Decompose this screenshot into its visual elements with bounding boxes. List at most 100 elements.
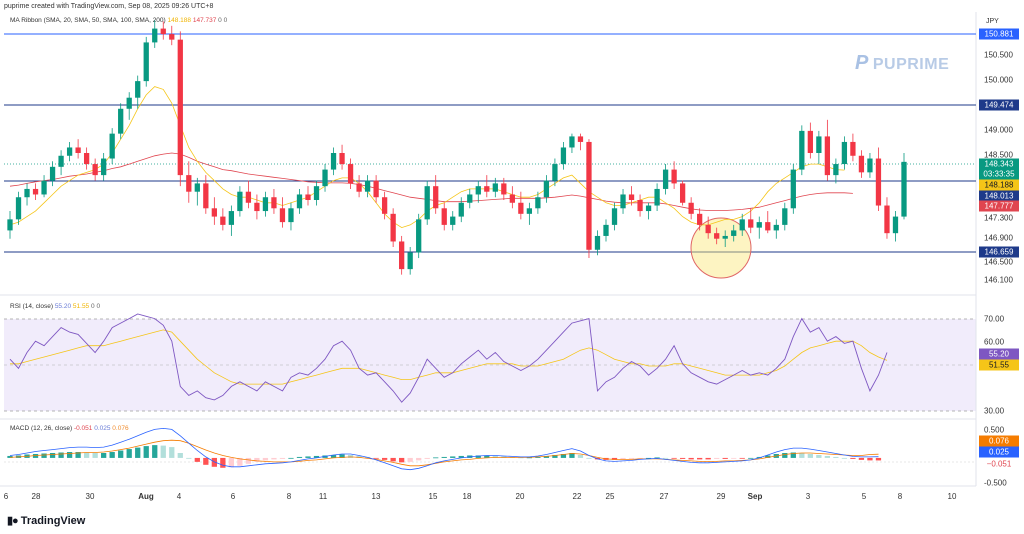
macd-histogram-bar [254,457,260,462]
macd-histogram-bar [101,453,107,458]
rsi-tick: 60.00 [984,337,1005,347]
level-badge-149-474[interactable]: 149.474 [979,99,1019,111]
time-tick: 27 [659,492,669,501]
candle-body [594,235,601,250]
macd-histogram-bar [373,457,379,459]
price-tick: 149.000 [984,125,1013,135]
candle-body [254,202,260,212]
macd-histogram-bar [492,455,498,458]
level-badge-148-013[interactable]: 148.013 [979,190,1019,202]
level-badge-146-659[interactable]: 146.659 [979,246,1019,258]
time-tick: 10 [947,492,957,501]
macd-histogram-bar [416,457,422,461]
candle-body [611,208,618,225]
candle-body [109,133,115,159]
candle-body [424,186,430,220]
candle-body [867,158,873,173]
candle-body [32,188,39,195]
macd-histogram-bar [824,455,831,458]
candle-body [186,175,192,192]
candle-body [356,183,362,192]
rsi-legend[interactable]: RSI (14, close) 55.20 51.55 0 0 [10,303,100,310]
macd-histogram-bar [92,453,98,458]
candle-body [679,183,686,203]
candle-body [892,216,899,234]
macd-histogram-bar [381,457,388,460]
macd-histogram-bar [458,455,464,458]
macd-histogram-bar [790,452,796,458]
macd-histogram-bar [560,453,567,458]
macd-histogram-bar [211,457,217,467]
macd-hist-badge: −0.051 [979,458,1019,470]
time-tick: 15 [428,492,438,501]
tradingview-brand[interactable]: ▮● TradingView [7,514,85,527]
candle-body [535,197,541,209]
candle-body [569,136,575,148]
candle-body [450,216,456,225]
candle-body [654,188,660,206]
macd-histogram-bar [450,456,456,458]
macd-histogram-bar [186,457,192,459]
macd-histogram-bar [620,457,626,460]
macd-histogram-bar [654,457,660,459]
macd-histogram-bar [731,457,737,459]
candle-body [220,216,226,225]
candle-body [228,211,235,225]
macd-histogram-bar [305,456,311,458]
tradingview-logo-icon: ▮● [7,515,19,527]
candle-body [322,169,328,187]
price-tick: 150.500 [984,50,1013,60]
current-price-badge[interactable]: 148.343 [979,158,1019,170]
candle-body [118,108,124,134]
candle-body [347,164,354,184]
macd-histogram-bar [245,457,252,464]
macd-histogram-bar [288,457,294,459]
macd-histogram-bar [850,457,856,459]
macd-legend[interactable]: MACD (12, 26, close) -0.051 0.025 0.076 [10,425,129,432]
time-tick: 11 [318,492,328,501]
macd-line [9,427,879,471]
ma-ribbon-value-4: 0 [223,17,228,24]
rsi-value-3: 0 [91,303,95,310]
macd-histogram-bar [177,453,183,458]
rsi-value-badge: 55.20 [979,348,1019,360]
macd-histogram-bar [688,457,694,460]
candle-body [526,208,533,214]
candle-body [245,191,252,203]
level-badge-150-881[interactable]: 150.881 [979,28,1019,40]
candle-body [577,136,584,142]
candle-body [833,164,839,176]
macd-signal-badge: 0.076 [979,435,1019,447]
brand-text: TradingView [20,515,86,527]
macd-histogram-bar [722,457,728,459]
candle-body [41,180,47,195]
candle-body [211,208,217,217]
ma-ribbon-legend[interactable]: MA Ribbon (SMA, 20, SMA, 50, SMA, 100, S… [10,17,227,24]
time-tick: 3 [805,492,811,501]
macd-histogram-bar [756,456,762,458]
candle-body [875,158,882,206]
candle-body [92,164,98,176]
candle-body [339,153,345,165]
macd-histogram-bar [475,455,481,458]
time-tick: 30 [85,492,95,501]
macd-histogram-bar [296,456,303,458]
price-tick: 147.300 [984,213,1013,223]
ma-ribbon-value-3: 0 [218,17,222,24]
macd-histogram-bar [271,457,277,460]
macd-histogram-bar [782,453,788,458]
time-tick: 4 [176,492,182,501]
time-tick: 6 [230,492,236,501]
candle-body [756,222,762,228]
time-tick: 20 [515,492,525,501]
macd-histogram-bar [399,457,405,463]
candle-body [509,194,515,203]
macd-histogram-bar [799,453,805,458]
rsi-value-2: 51.55 [72,303,90,310]
price-tick: 146.500 [984,257,1013,267]
macd-histogram-bar [7,455,13,458]
ma-ribbon-value-2: 147.737 [192,17,217,24]
bar-countdown-badge: 03:33:35 [979,168,1019,180]
macd-histogram-bar [58,452,64,458]
